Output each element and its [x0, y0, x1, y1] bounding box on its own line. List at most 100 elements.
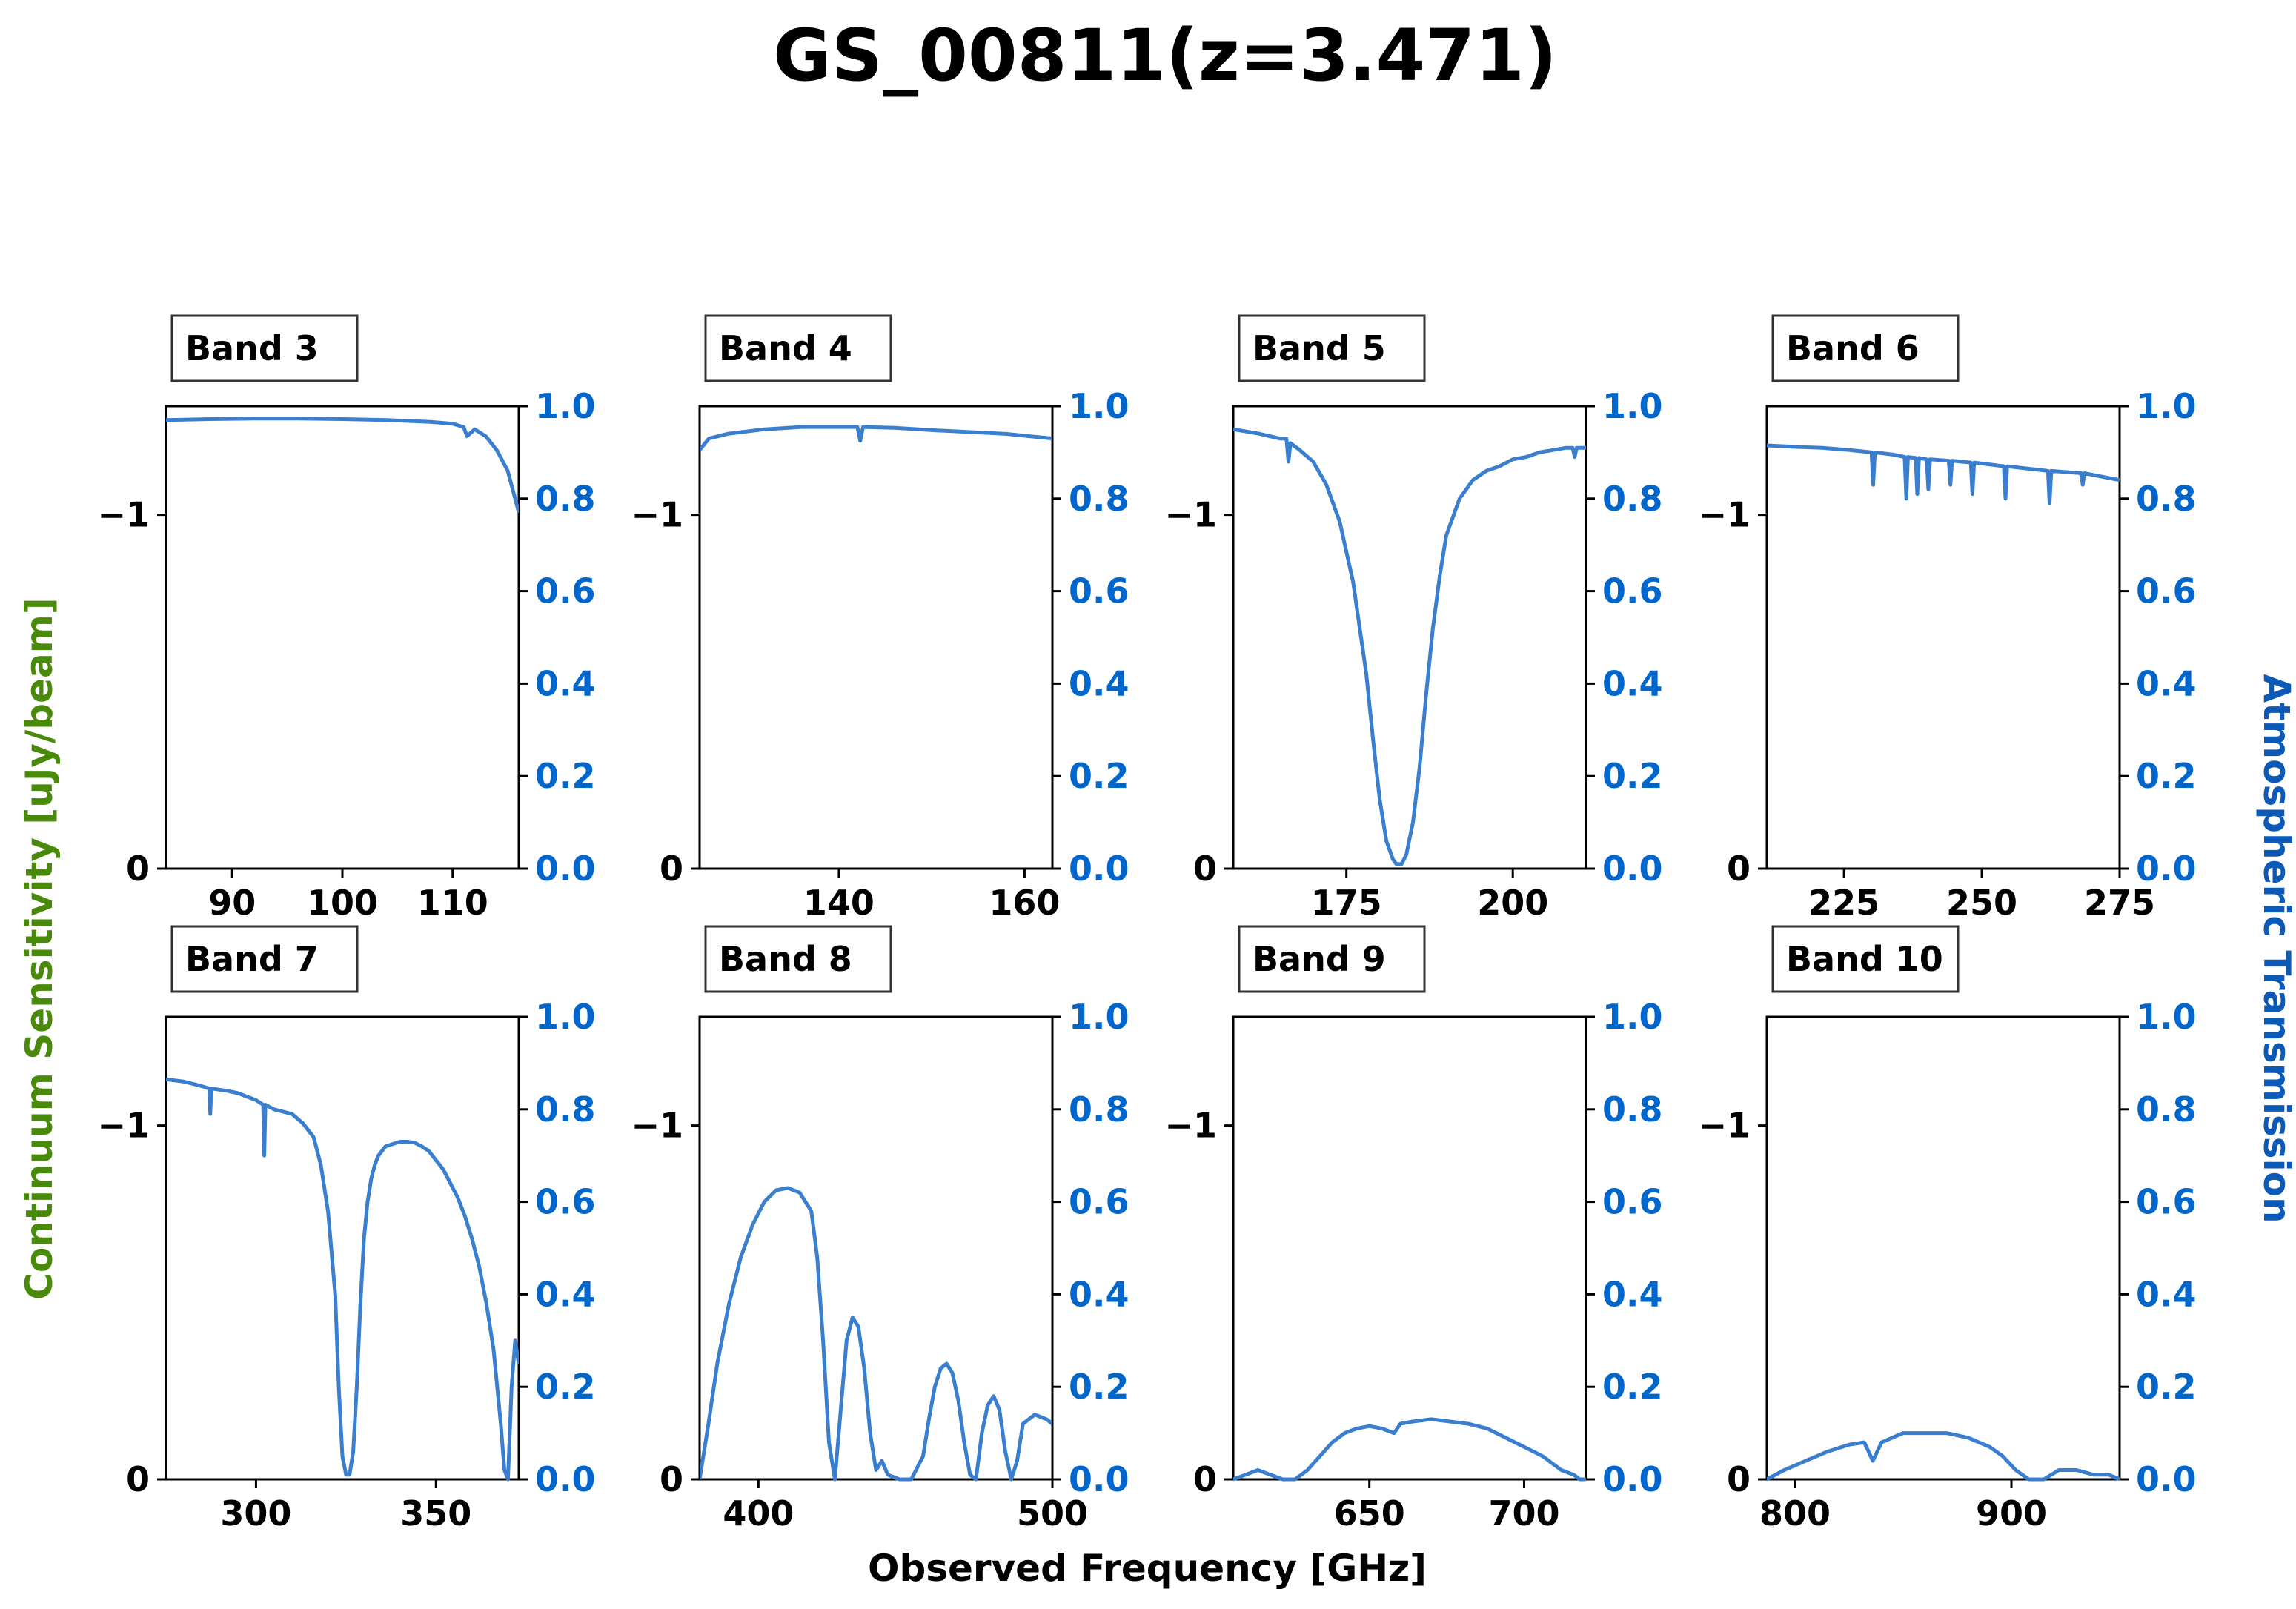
x-tick-label: 175	[1311, 883, 1382, 923]
right-tick-label: 0.8	[1069, 479, 1129, 519]
transmission-curve	[166, 417, 519, 514]
figure-title: GS_00811(z=3.471)	[773, 14, 1557, 97]
band-label: Band 3	[185, 328, 319, 368]
plot-frame	[698, 1015, 1054, 1481]
left-tick-label: 0	[660, 849, 683, 889]
left-tick-label: −1	[1698, 1106, 1751, 1146]
left-tick-label: −1	[1164, 495, 1217, 535]
right-tick-label: 0.2	[1069, 1367, 1129, 1407]
x-tick-label: 500	[1017, 1493, 1088, 1533]
band-label: Band 5	[1252, 328, 1386, 368]
x-tick-label: 350	[400, 1493, 471, 1533]
band-label-box	[170, 925, 359, 993]
panel-band-4: Band 4 −1 0 0.0 0.2 0.4 0.6 0.8 1.0 140 160	[631, 314, 1129, 923]
right-tick-label: 0.8	[535, 479, 596, 519]
left-tick-label: 0	[1727, 849, 1751, 889]
panel-band-10: Band 10 −1 0 0.0 0.2 0.4 0.6 0.8 1.0 800 900	[1698, 925, 2197, 1533]
right-tick-label: 0.2	[1069, 756, 1129, 796]
right-tick-label: 0.8	[1069, 1089, 1129, 1129]
right-tick-label: 0.4	[1602, 663, 1663, 703]
x-tick-label: 275	[2084, 883, 2155, 923]
left-tick-label: 0	[126, 849, 150, 889]
right-tick-label: 1.0	[535, 386, 596, 426]
transmission-curve	[166, 1077, 519, 1482]
right-tick-label: 0.0	[535, 1459, 596, 1499]
panel-band-5: Band 5 −1 0 0.0 0.2 0.4 0.6 0.8 1.0 175 200	[1164, 314, 1663, 923]
right-tick-label: 0.2	[535, 1367, 596, 1407]
band-panels: Band 3−10 0.00.20.40.60.81.090 100 110Band …	[97, 314, 2197, 1533]
right-tick-label: 0.0	[1069, 849, 1129, 889]
band-label: Band 4	[719, 328, 852, 368]
panel-band-7: Band 7 −1 0 0.0 0.2 0.4 0.6 0.8 1.0 300 350	[97, 925, 596, 1533]
x-tick-label: 800	[1759, 1493, 1831, 1533]
band-label-box	[1238, 314, 1426, 382]
right-tick-label: 0.6	[2136, 571, 2197, 611]
right-tick-label: 0.6	[1602, 1182, 1663, 1222]
right-tick-label: 0.8	[2136, 1089, 2197, 1129]
right-tick-label: 0.2	[535, 756, 596, 796]
left-tick-label: 0	[1193, 1459, 1217, 1499]
band-label-box	[1771, 314, 1960, 382]
left-y-axis-label: Continuum Sensitivity [uJy/beam]	[18, 597, 61, 1299]
band-label: Band 9	[1252, 939, 1386, 979]
right-tick-label: 0.2	[2136, 756, 2197, 796]
plot-frame	[1232, 405, 1587, 870]
right-tick-label: 0.6	[535, 1182, 596, 1222]
plot-frame	[165, 1015, 520, 1481]
right-tick-label: 0.0	[2136, 849, 2197, 889]
right-tick-label: 0.0	[1602, 1459, 1663, 1499]
band-label: Band 6	[1786, 328, 1920, 368]
left-tick-label: −1	[97, 495, 150, 535]
band-label-box	[170, 314, 359, 382]
right-tick-label: 1.0	[1602, 997, 1663, 1037]
panel-band-3: Band 3 −1 0 0.0 0.2 0.4 0.6 0.8 1.0 90 100 110	[97, 314, 596, 923]
plot-frame	[1232, 1015, 1587, 1481]
right-tick-label: 1.0	[1069, 386, 1129, 426]
right-tick-label: 0.4	[535, 1274, 596, 1314]
band-label-box	[1771, 925, 1960, 993]
right-tick-label: 0.4	[535, 663, 596, 703]
left-tick-label: −1	[631, 495, 683, 535]
right-tick-label: 0.4	[2136, 663, 2197, 703]
right-tick-label: 1.0	[2136, 386, 2197, 426]
x-tick-label: 140	[803, 883, 875, 923]
right-tick-label: 0.0	[2136, 1459, 2197, 1499]
right-tick-label: 0.4	[1069, 663, 1129, 703]
right-tick-label: 0.0	[535, 849, 596, 889]
right-tick-label: 0.4	[1602, 1274, 1663, 1314]
transmission-curve	[700, 1186, 1052, 1482]
right-tick-label: 0.2	[1602, 1367, 1663, 1407]
right-tick-label: 1.0	[2136, 997, 2197, 1037]
left-tick-label: −1	[631, 1106, 683, 1146]
panel-band-6: Band 6 −1 0 0.0 0.2 0.4 0.6 0.8 1.0 225 250 275	[1698, 314, 2197, 923]
right-tick-label: 0.8	[535, 1089, 596, 1129]
panel-band-8: Band 8 −1 0 0.0 0.2 0.4 0.6 0.8 1.0 400 500	[631, 925, 1129, 1533]
x-tick-label: 650	[1334, 1493, 1405, 1533]
right-tick-label: 0.6	[1069, 571, 1129, 611]
x-tick-label: 200	[1477, 883, 1548, 923]
left-tick-label: 0	[1193, 849, 1217, 889]
right-tick-label: 1.0	[1069, 997, 1129, 1037]
right-tick-label: 0.6	[1069, 1182, 1129, 1222]
x-tick-label: 225	[1808, 883, 1879, 923]
left-tick-label: −1	[1164, 1106, 1217, 1146]
left-tick-label: 0	[126, 1459, 150, 1499]
x-tick-label: 900	[1976, 1493, 2047, 1533]
band-label-box	[1238, 925, 1426, 993]
right-tick-label: 0.8	[1602, 479, 1663, 519]
band-label: Band 10	[1786, 939, 1943, 979]
x-tick-label: 700	[1488, 1493, 1559, 1533]
right-tick-label: 0.4	[1069, 1274, 1129, 1314]
band-label-box	[704, 925, 892, 993]
right-tick-label: 0.2	[1602, 756, 1663, 796]
right-tick-label: 0.6	[2136, 1182, 2197, 1222]
right-tick-label: 0.8	[1602, 1089, 1663, 1129]
band-label: Band 8	[719, 939, 852, 979]
plot-frame	[698, 405, 1054, 870]
x-tick-label: 100	[307, 883, 378, 923]
plot-frame	[165, 405, 520, 870]
left-tick-label: −1	[1698, 495, 1751, 535]
transmission-curve	[1233, 427, 1586, 866]
right-tick-label: 0.4	[2136, 1274, 2197, 1314]
transmission-curve	[700, 425, 1052, 451]
